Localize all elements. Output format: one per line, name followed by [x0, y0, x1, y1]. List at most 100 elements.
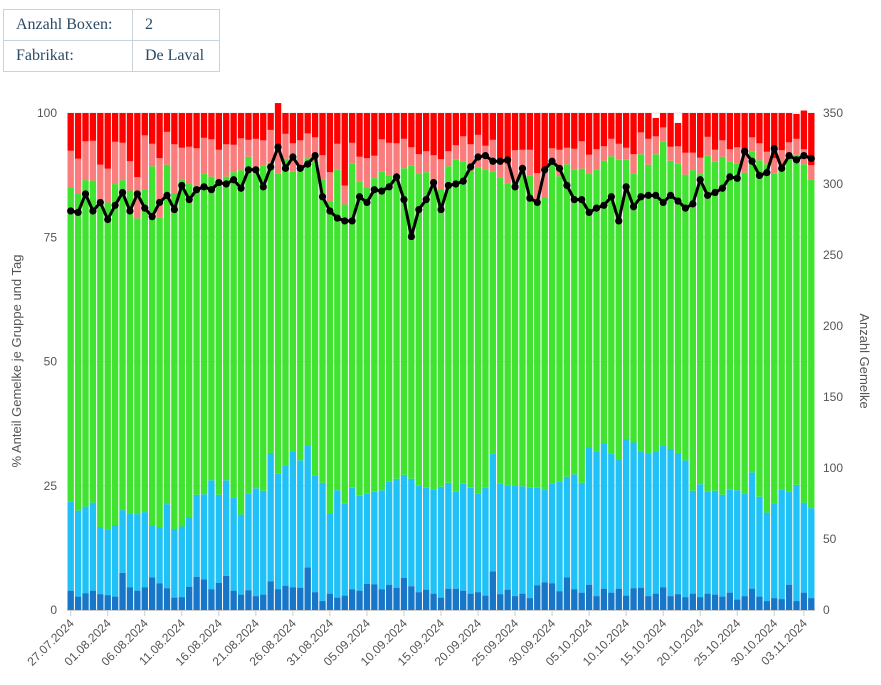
- bar-segment-light-blue: [423, 487, 430, 590]
- bar-segment-red: [385, 113, 393, 143]
- bar-segment-pink: [674, 146, 682, 164]
- bar-segment-light-blue: [637, 451, 645, 588]
- bar-segment-red: [348, 113, 356, 143]
- bar-segment-dark-blue: [541, 582, 548, 610]
- bar-segment-green: [519, 171, 526, 487]
- line-point: [807, 154, 815, 163]
- line-point: [689, 200, 697, 208]
- bar-segment-light-blue: [97, 527, 104, 595]
- bar-segment-green: [274, 173, 282, 474]
- bar-segment-red: [771, 113, 778, 159]
- bar-segment-pink: [630, 154, 637, 174]
- line-point: [222, 180, 230, 188]
- bar-segment-red: [423, 113, 430, 152]
- bar-segment-light-blue: [697, 484, 704, 598]
- bar-segment-light-blue: [393, 478, 400, 588]
- bar-segment-light-blue: [378, 490, 385, 590]
- bar-segment-green: [763, 164, 771, 513]
- bar-segment-red: [585, 113, 593, 155]
- info-label: Anzahl Boxen:: [3, 9, 133, 41]
- line-point: [155, 198, 164, 207]
- line-point: [489, 157, 497, 165]
- bar-segment-green: [423, 172, 430, 488]
- bar-segment-light-blue: [304, 445, 311, 568]
- bar-segment-green: [711, 161, 719, 491]
- bar-segment-light-blue: [415, 485, 422, 593]
- bar-segment-red: [467, 113, 474, 145]
- bar-segment-dark-blue: [571, 589, 578, 610]
- line-point: [711, 188, 719, 197]
- line-point: [444, 181, 453, 190]
- bar-segment-red: [408, 113, 415, 148]
- bar-segment-red: [674, 122, 682, 147]
- line-point: [592, 204, 601, 212]
- y-tick-label: 75: [44, 230, 58, 244]
- line-point: [400, 196, 408, 204]
- bar-segment-red: [134, 113, 141, 178]
- line-point: [770, 144, 778, 153]
- bar-segment-red: [704, 113, 711, 137]
- bar-segment-light-blue: [82, 506, 89, 594]
- bar-segment-light-blue: [541, 489, 548, 583]
- bar-segment-red: [667, 113, 674, 147]
- bar-segment-dark-blue: [97, 594, 104, 610]
- bar-segment-green: [134, 218, 141, 515]
- bar-segment-red: [659, 113, 667, 128]
- bar-segment-pink: [637, 132, 645, 155]
- bar-segment-green: [252, 167, 260, 489]
- bar-segment-light-blue: [593, 451, 600, 597]
- bar-segment-pink: [297, 140, 304, 169]
- bar-segment-dark-blue: [482, 595, 489, 610]
- y-tick-label: 50: [44, 355, 58, 369]
- bar-segment-light-blue: [245, 493, 252, 591]
- bar-segment-pink: [326, 172, 334, 202]
- bar-segment-dark-blue: [415, 592, 422, 610]
- bar-segment-red: [437, 113, 445, 160]
- y-tick-label: 0: [50, 603, 57, 617]
- bar-segment-light-blue: [408, 478, 415, 587]
- bar-segment-pink: [563, 147, 571, 165]
- y2-axis-title: Anzahl Gemelke: [857, 313, 872, 408]
- bar-segment-green: [467, 170, 474, 488]
- bar-segment-red: [186, 113, 193, 147]
- line-point: [718, 184, 727, 192]
- bar-segment-red: [460, 113, 467, 137]
- bar-segment-pink: [474, 134, 482, 168]
- bar-segment-red: [600, 113, 608, 147]
- bar-segment-dark-blue: [711, 594, 719, 610]
- bar-segment-dark-blue: [393, 587, 400, 610]
- bar-segment-red: [497, 113, 504, 160]
- line-point: [763, 169, 771, 177]
- y-tick-label: 100: [37, 106, 57, 120]
- bar-segment-green: [741, 172, 748, 494]
- line-point: [252, 166, 260, 174]
- bar-segment-green: [119, 180, 126, 511]
- bar-segment-green: [600, 160, 608, 444]
- bar-segment-green: [141, 189, 148, 513]
- bar-segment-light-blue: [585, 447, 593, 585]
- bar-segment-dark-blue: [67, 590, 74, 610]
- line-point: [415, 205, 423, 214]
- bar-segment-dark-blue: [460, 590, 467, 610]
- bar-segment-red: [593, 113, 600, 150]
- bar-segment-pink: [156, 158, 163, 218]
- bar-segment-light-blue: [252, 488, 260, 597]
- bar-segment-dark-blue: [245, 590, 252, 610]
- bar-segment-pink: [267, 129, 274, 163]
- bar-segment-pink: [808, 165, 815, 180]
- bar-segment-pink: [119, 142, 126, 181]
- bar-segment-pink: [578, 141, 585, 169]
- bar-segment-light-blue: [437, 486, 445, 598]
- bar-segment-red: [260, 113, 267, 141]
- line-point: [274, 143, 282, 151]
- line-point: [89, 207, 97, 215]
- bar-segment-red: [400, 113, 408, 139]
- line-point: [467, 163, 475, 171]
- bar-segment-green: [371, 178, 378, 492]
- bar-segment-green: [393, 175, 400, 479]
- bar-segment-light-blue: [400, 474, 408, 578]
- bar-segment-dark-blue: [111, 596, 119, 610]
- bar-segment-pink: [771, 158, 778, 174]
- bar-segment-light-blue: [178, 526, 185, 598]
